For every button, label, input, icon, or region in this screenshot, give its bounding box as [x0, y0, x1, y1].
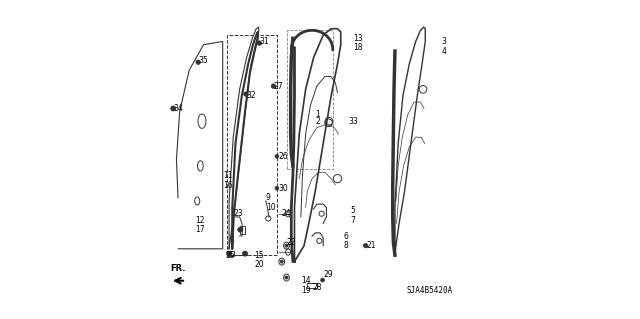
Bar [227, 35, 277, 255]
Circle shape [364, 243, 368, 248]
Text: 33: 33 [349, 117, 358, 126]
Text: 24: 24 [282, 209, 291, 218]
Text: FR.: FR. [170, 264, 186, 273]
Text: 3: 3 [441, 37, 446, 46]
Text: 4: 4 [441, 47, 446, 56]
Bar [307, 283, 317, 288]
Bar [228, 251, 234, 256]
Text: 18: 18 [353, 43, 363, 52]
Bar [241, 226, 245, 234]
Text: 17: 17 [196, 225, 205, 234]
Text: 30: 30 [278, 184, 288, 193]
Text: 16: 16 [223, 181, 232, 189]
Text: 15: 15 [255, 251, 264, 260]
Text: 8: 8 [344, 241, 349, 250]
Text: 11: 11 [223, 171, 232, 180]
Text: 19: 19 [301, 286, 310, 295]
Text: 5: 5 [350, 206, 355, 215]
Text: 23: 23 [234, 209, 243, 218]
Circle shape [275, 186, 279, 190]
Circle shape [196, 60, 200, 64]
Text: SJA4B5420A: SJA4B5420A [407, 286, 453, 295]
Text: 1: 1 [316, 110, 320, 119]
Text: 35: 35 [199, 56, 209, 65]
Text: 12: 12 [196, 216, 205, 225]
Circle shape [237, 227, 243, 232]
Text: 7: 7 [350, 216, 355, 225]
Circle shape [227, 251, 232, 256]
Text: 27: 27 [274, 82, 284, 91]
Circle shape [243, 251, 248, 256]
Text: 28: 28 [312, 283, 321, 292]
Bar [287, 30, 333, 169]
Circle shape [280, 260, 284, 263]
Circle shape [171, 106, 176, 111]
Circle shape [257, 41, 262, 45]
Text: 31: 31 [259, 37, 269, 46]
Circle shape [244, 92, 248, 96]
Text: 6: 6 [344, 232, 349, 241]
Text: 29: 29 [323, 270, 333, 279]
Text: 20: 20 [255, 260, 264, 269]
Text: 14: 14 [301, 276, 310, 285]
Circle shape [285, 276, 288, 279]
Text: 26: 26 [278, 152, 288, 161]
Text: 10: 10 [266, 203, 275, 212]
Text: 2: 2 [316, 117, 320, 126]
Text: 21: 21 [366, 241, 376, 250]
Circle shape [271, 84, 276, 88]
Circle shape [321, 278, 324, 282]
Text: 9: 9 [266, 193, 271, 202]
Text: 25: 25 [226, 251, 236, 260]
Circle shape [275, 154, 279, 158]
Text: 34: 34 [173, 104, 183, 113]
Text: 32: 32 [246, 91, 256, 100]
Circle shape [285, 244, 288, 247]
Text: 22: 22 [287, 238, 296, 247]
Text: 13: 13 [353, 34, 363, 43]
